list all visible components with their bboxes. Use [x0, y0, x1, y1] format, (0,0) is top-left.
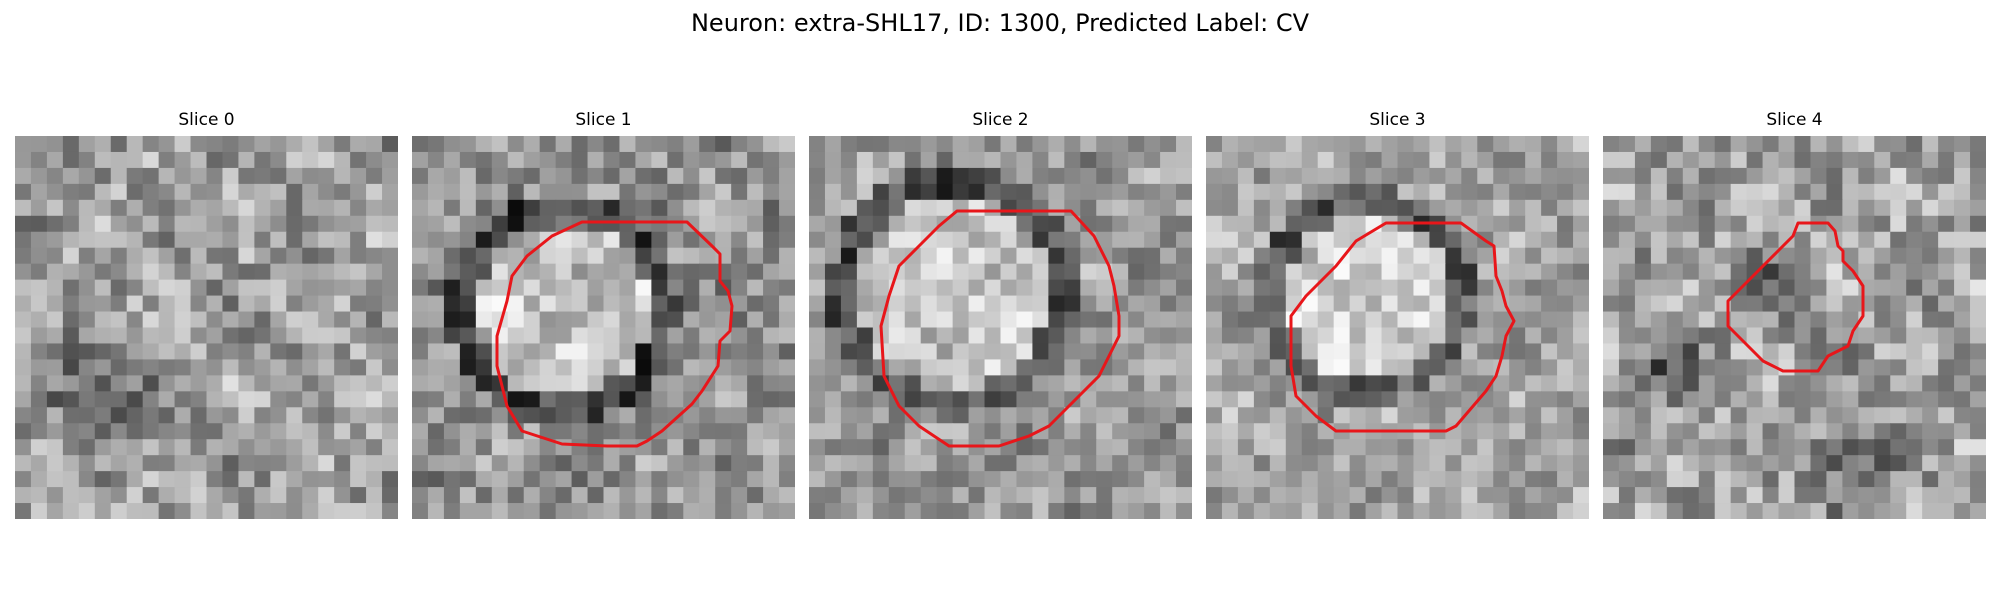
microscopy-slice-image [809, 136, 1192, 519]
segmentation-contour [1289, 221, 1516, 433]
slice-panel-3: Slice 3 [1206, 110, 1589, 519]
slice-panel-1: Slice 1 [412, 110, 795, 519]
microscopy-slice-image [1206, 136, 1589, 519]
slice-panel-0: Slice 0 [15, 110, 398, 519]
microscopy-slice-image [15, 136, 398, 519]
slice-title: Slice 3 [1369, 110, 1426, 130]
microscopy-slice-image [1603, 136, 1986, 519]
slice-title: Slice 0 [178, 110, 235, 130]
segmentation-contour [879, 209, 1121, 448]
figure-title: Neuron: extra-SHL17, ID: 1300, Predicted… [690, 9, 1310, 37]
slice-title: Slice 2 [972, 110, 1029, 130]
slice-panel-2: Slice 2 [809, 110, 1192, 519]
segmentation-contour [495, 220, 734, 448]
segmentation-contour [1726, 221, 1865, 373]
slice-title: Slice 1 [575, 110, 632, 130]
microscopy-slice-image [412, 136, 795, 519]
slice-title: Slice 4 [1766, 110, 1823, 130]
slice-panel-4: Slice 4 [1603, 110, 1986, 519]
